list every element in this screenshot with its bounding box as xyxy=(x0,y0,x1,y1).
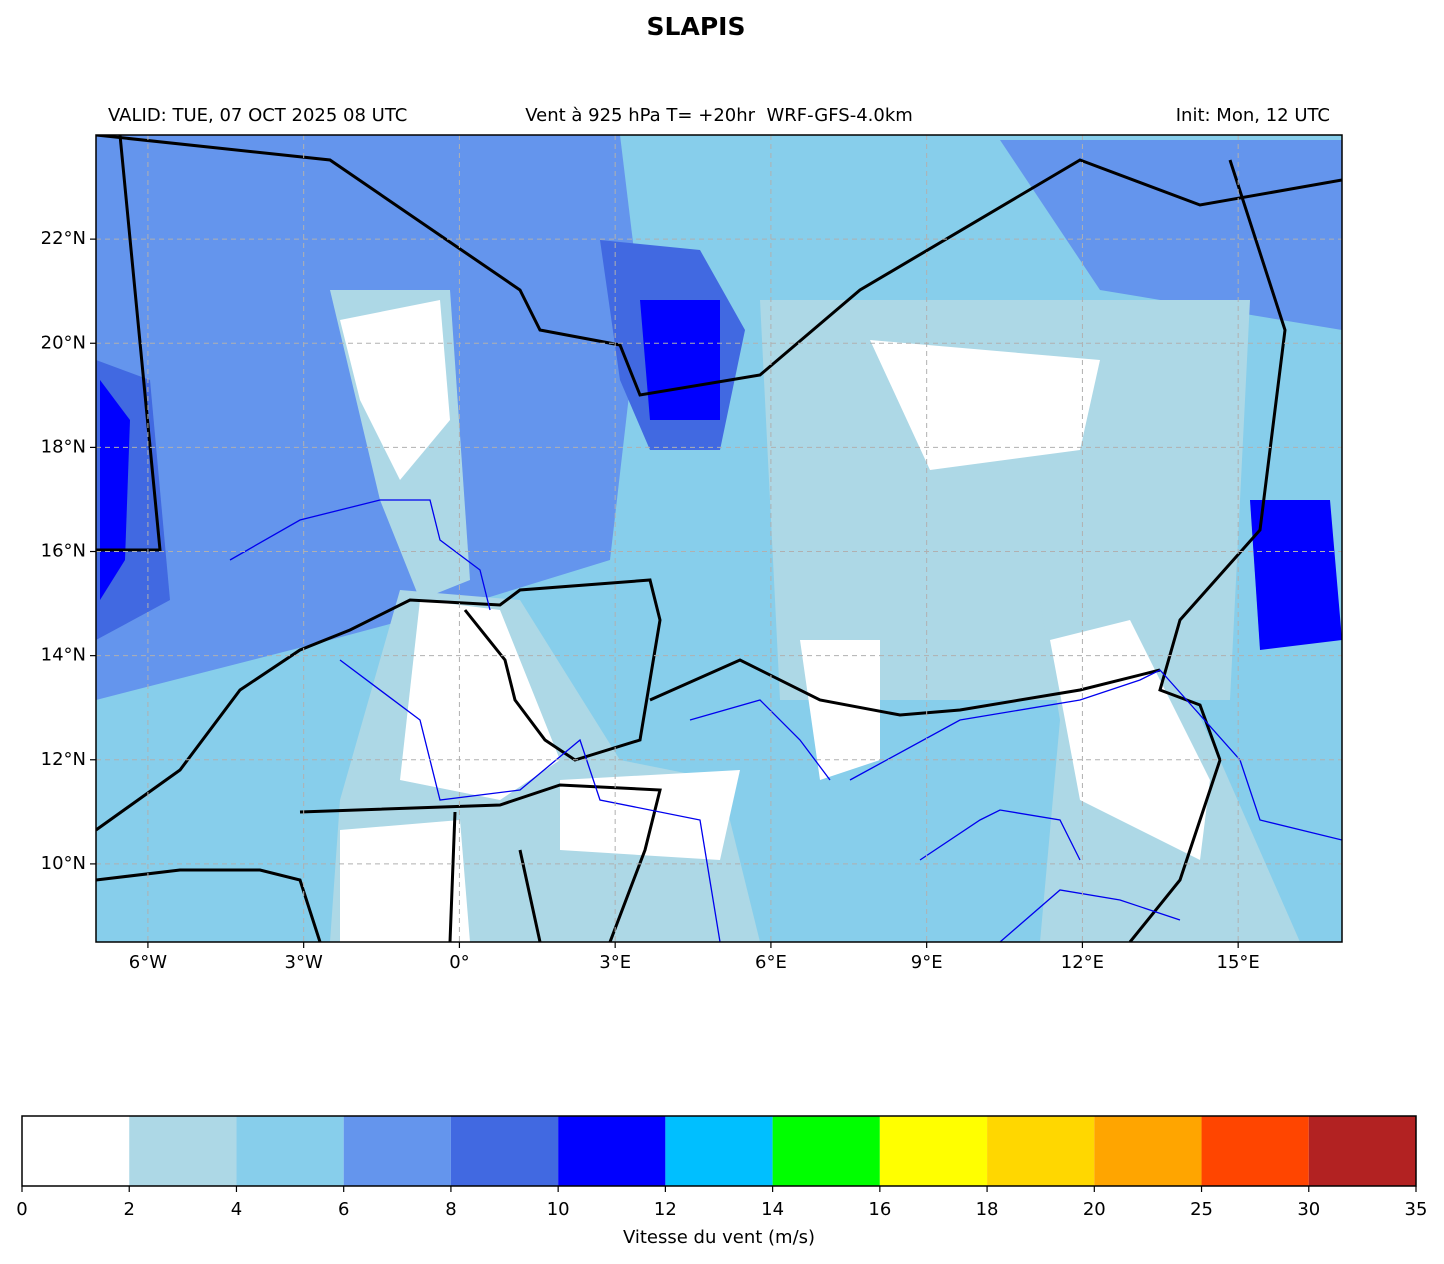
map-frame xyxy=(95,134,1343,943)
colorbar-tick-label: 14 xyxy=(761,1199,784,1220)
wind-field xyxy=(96,135,1342,942)
x-tick-label: 6°E xyxy=(755,952,787,973)
y-tick-label: 14°N xyxy=(41,645,86,666)
colorbar-segment xyxy=(987,1116,1095,1186)
x-tick-label: 3°E xyxy=(599,952,631,973)
x-tick-label: 6°W xyxy=(129,952,167,973)
colorbar-frame xyxy=(21,1115,1417,1187)
colorbar-segment xyxy=(1094,1116,1202,1186)
y-tick-label: 10°N xyxy=(41,853,86,874)
y-tick-label: 16°N xyxy=(41,541,86,562)
colorbar-segment xyxy=(1201,1116,1309,1186)
y-tick-label: 12°N xyxy=(41,749,86,770)
x-tick-label: 9°E xyxy=(911,952,943,973)
colorbar-tick-label: 8 xyxy=(445,1199,456,1220)
colorbar-tick-label: 20 xyxy=(1083,1199,1106,1220)
colorbar-tick-label: 25 xyxy=(1190,1199,1213,1220)
subtitle: Vent à 925 hPa T= +20hr WRF-GFS-4.0km xyxy=(525,105,913,126)
x-tick-label: 0° xyxy=(449,952,469,973)
init-time: Init: Mon, 12 UTC xyxy=(1176,105,1330,126)
axes: 6°W 3°W 0° 3°E 6°E 9°E 12°E 15°E 10°N 12°N 14°N 16°… xyxy=(41,135,1342,973)
x-tick-label: 12°E xyxy=(1061,952,1104,973)
colorbar-tick-label: 0 xyxy=(16,1199,27,1220)
colorbar-segment xyxy=(129,1116,237,1186)
x-tick-label: 3°W xyxy=(285,952,323,973)
colorbar-tick-label: 2 xyxy=(124,1199,135,1220)
colorbar-segment xyxy=(879,1116,988,1186)
valid-time: VALID: TUE, 07 OCT 2025 08 UTC xyxy=(108,105,407,126)
colorbar-tick-label: 6 xyxy=(338,1199,349,1220)
colorbar-segment xyxy=(450,1116,559,1186)
colorbar-segment xyxy=(665,1116,773,1186)
colorbar-tick-label: 4 xyxy=(231,1199,242,1220)
colorbar-tick-label: 10 xyxy=(547,1199,570,1220)
y-tick-label: 22°N xyxy=(41,228,86,249)
colorbar-segment xyxy=(772,1116,880,1186)
colorbar-segment xyxy=(1308,1116,1416,1186)
colorbar-segment xyxy=(558,1116,666,1186)
colorbar-tick-label: 12 xyxy=(654,1199,677,1220)
colorbar-tick-label: 35 xyxy=(1405,1199,1428,1220)
colorbar-segment xyxy=(343,1116,451,1186)
colorbar-segment xyxy=(22,1116,130,1186)
y-tick-label: 18°N xyxy=(41,436,86,457)
colorbar-segment xyxy=(236,1116,344,1186)
colorbar-tick-label: 18 xyxy=(976,1199,999,1220)
y-tick-label: 20°N xyxy=(41,332,86,353)
colorbar-tick-label: 30 xyxy=(1297,1199,1320,1220)
title: SLAPIS xyxy=(647,12,746,41)
x-tick-label: 15°E xyxy=(1217,952,1260,973)
colorbar-label: Vitesse du vent (m/s) xyxy=(623,1227,815,1248)
colorbar-tick-label: 16 xyxy=(868,1199,891,1220)
